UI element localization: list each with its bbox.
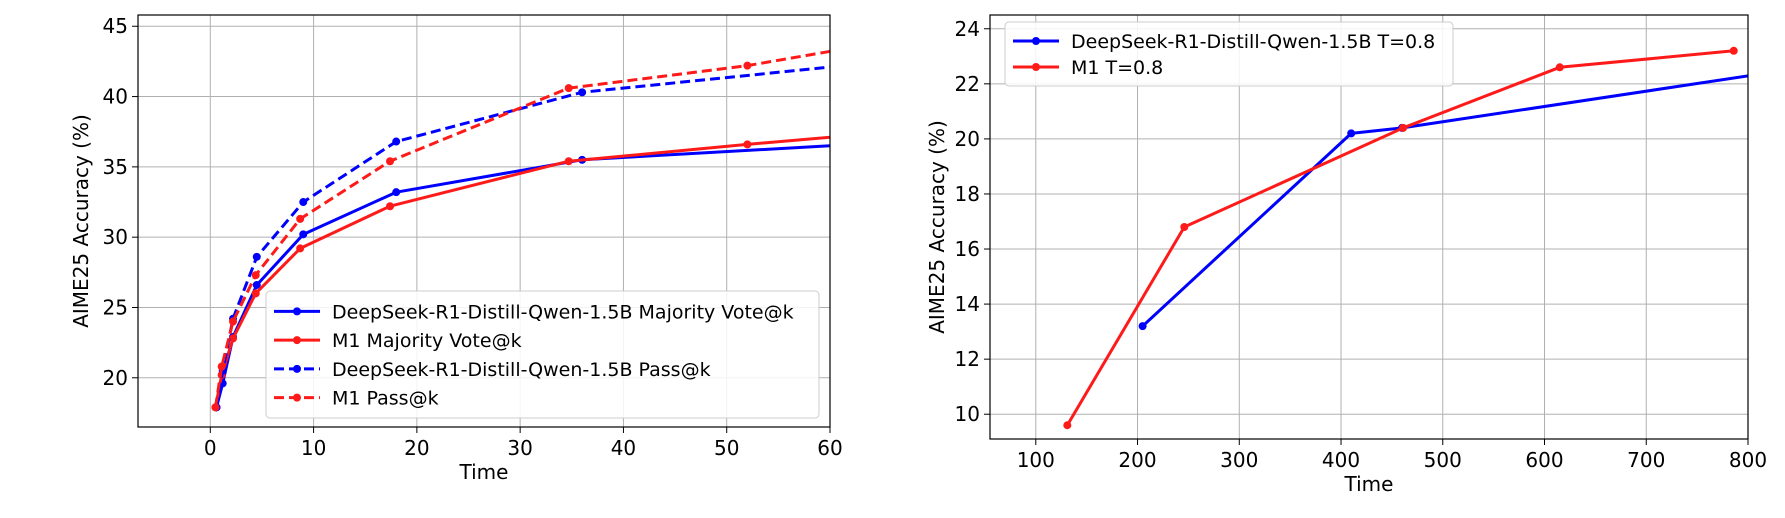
- plot-frame: [137, 14, 831, 428]
- data-point: [252, 252, 261, 261]
- x-tick-label: 60: [817, 436, 842, 460]
- legend-label: M1 T=0.8: [1071, 57, 1163, 79]
- x-tick-label: 500: [1424, 448, 1462, 472]
- x-axis-title: Time: [1344, 472, 1394, 496]
- legend-box: [265, 290, 820, 419]
- y-tick-label: 14: [955, 292, 980, 316]
- y-tick-label: 10: [955, 402, 980, 426]
- data-point: [392, 137, 401, 146]
- data-point: [217, 362, 226, 371]
- data-point: [1399, 123, 1408, 132]
- y-tick-label: 22: [955, 72, 980, 96]
- x-tick-label: 100: [1017, 448, 1055, 472]
- legend-marker: [293, 336, 301, 345]
- legend-box: [1004, 21, 1454, 87]
- legend-label: DeepSeek-R1-Distill-Qwen-1.5B Majority V…: [332, 301, 794, 323]
- y-tick-label: 40: [103, 85, 128, 109]
- data-point: [950, 50, 958, 58]
- series-1: [1063, 46, 1738, 430]
- data-point: [1555, 63, 1564, 72]
- series-3: [211, 31, 931, 412]
- y-axis-title: AIME25 Accuracy (%): [925, 120, 949, 334]
- series-line: [1141, 74, 1748, 328]
- data-point: [299, 198, 308, 207]
- y-tick-label: 25: [103, 295, 128, 319]
- data-point: [211, 403, 220, 412]
- legend-marker: [1032, 37, 1040, 45]
- data-point: [296, 214, 305, 223]
- x-tick-label: 200: [1118, 448, 1156, 472]
- data-point: [386, 202, 395, 211]
- plot-area: [1063, 46, 1772, 430]
- data-point: [1729, 46, 1738, 55]
- x-tick-label: 800: [1729, 448, 1767, 472]
- x-tick-label: 10: [301, 436, 326, 460]
- y-axis-title: AIME25 Accuracy (%): [69, 114, 93, 328]
- legend-label: DeepSeek-R1-Distill-Qwen-1.5B Pass@k: [332, 359, 711, 381]
- x-tick-label: 40: [611, 436, 636, 460]
- data-point: [229, 334, 238, 343]
- data-point: [1347, 129, 1356, 138]
- data-point: [743, 61, 752, 70]
- x-tick-label: 50: [714, 436, 739, 460]
- x-axis-title: Time: [459, 460, 509, 484]
- x-tick-label: 400: [1322, 448, 1360, 472]
- x-tick-label: 20: [404, 436, 429, 460]
- y-tick-label: 24: [955, 17, 980, 41]
- y-tick-label: 16: [955, 237, 980, 261]
- data-point: [386, 157, 395, 166]
- legend-label: M1 Pass@k: [332, 388, 439, 410]
- legend-marker: [293, 307, 301, 316]
- data-point: [1138, 322, 1147, 331]
- data-point: [578, 88, 587, 97]
- chart-left: 0 10 20 30 40 50 60 20 25 30 35 40 45 Time AIME25 Accu…: [69, 14, 958, 484]
- data-point: [251, 271, 260, 280]
- legend: DeepSeek-R1-Distill-Qwen-1.5B Majority V…: [265, 290, 820, 419]
- series-line: [215, 65, 830, 408]
- data-point: [252, 280, 261, 289]
- legend-label: DeepSeek-R1-Distill-Qwen-1.5B T=0.8: [1071, 31, 1435, 53]
- y-tick-label: 35: [103, 155, 128, 179]
- x-tick-label: 600: [1525, 448, 1563, 472]
- legend-marker: [293, 393, 301, 402]
- y-tick-label: 20: [955, 127, 980, 151]
- series-line: [1066, 49, 1734, 426]
- data-point: [392, 188, 401, 197]
- data-point: [229, 317, 238, 326]
- data-point: [1764, 69, 1772, 77]
- data-point: [299, 230, 308, 239]
- legend-marker: [1032, 63, 1040, 71]
- data-point: [743, 140, 752, 149]
- data-point: [1063, 421, 1072, 430]
- x-tick-label: 700: [1627, 448, 1665, 472]
- legend-label: M1 Majority Vote@k: [332, 330, 522, 352]
- x-tick-label: 0: [204, 436, 217, 460]
- plot-area: [211, 31, 958, 412]
- legend: DeepSeek-R1-Distill-Qwen-1.5B T=0.8 M1 T=…: [1004, 21, 1454, 87]
- data-point: [1180, 223, 1189, 231]
- y-tick-label: 45: [103, 14, 128, 38]
- x-tick-label: 300: [1220, 448, 1258, 472]
- y-tick-label: 30: [103, 225, 128, 249]
- y-tick-label: 12: [955, 347, 980, 371]
- plot-frame: [989, 14, 1749, 440]
- y-tick-label: 18: [955, 182, 980, 206]
- data-point: [923, 31, 931, 39]
- data-point: [296, 244, 305, 253]
- chart-right: 100 200 300 400 500 600 700 800 10 12 14 16 18 20 22 24…: [925, 14, 1772, 496]
- y-tick-label: 20: [103, 366, 128, 390]
- data-point: [251, 289, 260, 298]
- data-point: [564, 84, 573, 93]
- data-point: [564, 157, 573, 166]
- x-tick-label: 30: [507, 436, 532, 460]
- legend-marker: [293, 364, 301, 373]
